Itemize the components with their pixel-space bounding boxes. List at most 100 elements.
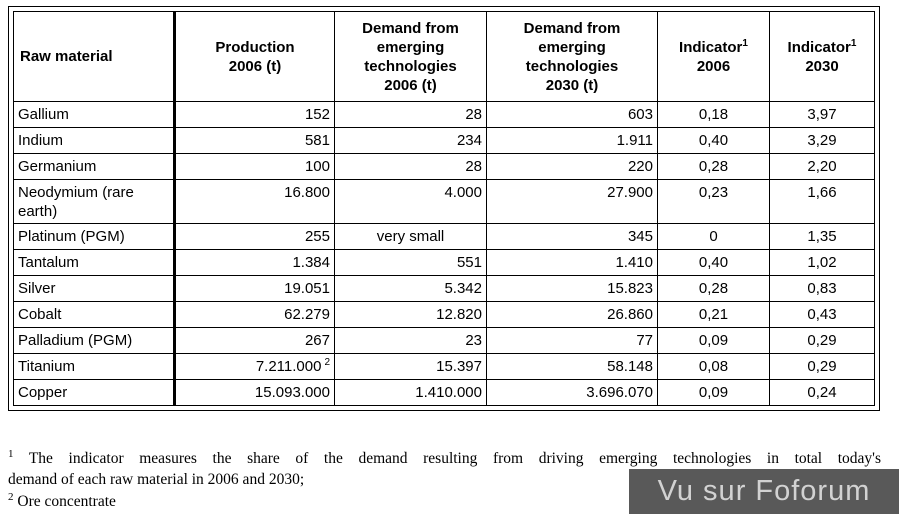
table-row-germanium: Germanium 100 28 220 0,28 2,20: [13, 153, 875, 180]
footnote-1-line2: demand of each raw material in 2006 and …: [8, 471, 305, 488]
footnote-2-marker: 2: [8, 490, 14, 503]
cell-material: Silver: [13, 275, 176, 302]
cell-indicator-2030: 0,29: [769, 327, 875, 354]
cell-demand-2030: 345: [486, 223, 658, 250]
cell-indicator-2006: 0,28: [657, 275, 770, 302]
cell-indicator-2006: 0,21: [657, 301, 770, 328]
table-row-tantalum: Tantalum 1.384 551 1.410 0,40 1,02: [13, 249, 875, 276]
cell-indicator-2006: 0: [657, 223, 770, 250]
cell-demand-2030: 220: [486, 153, 658, 180]
header-row: Raw material Production 2006 (t) Demand …: [13, 11, 875, 102]
table-row-neodymium: Neodymium (rare earth) 16.800 4.000 27.9…: [13, 179, 875, 224]
cell-indicator-2006: 0,09: [657, 327, 770, 354]
cell-material: Gallium: [13, 101, 176, 128]
cell-demand-2006: 551: [334, 249, 487, 276]
cell-material: Neodymium (rare earth): [13, 179, 176, 224]
table-row-platinum: Platinum (PGM) 255 very small 345 0 1,35: [13, 223, 875, 250]
cell-demand-2006: 28: [334, 153, 487, 180]
footnote-1-text: The indicator measures the share of the …: [28, 450, 881, 467]
footnote-1: 1 The indicator measures the share of th…: [8, 448, 881, 490]
cell-material: Palladium (PGM): [13, 327, 176, 354]
raw-materials-table: Raw material Production 2006 (t) Demand …: [13, 11, 875, 406]
cell-indicator-2030: 1,02: [769, 249, 875, 276]
cell-production: 267: [174, 327, 335, 354]
table-row-copper: Copper 15.093.000 1.410.000 3.696.070 0,…: [13, 379, 875, 406]
header-production-2006: Production 2006 (t): [174, 11, 335, 102]
cell-material: Platinum (PGM): [13, 223, 176, 250]
header-indicator-2030-year: 2030: [805, 57, 839, 75]
cell-indicator-2030: 1,66: [769, 179, 875, 224]
cell-production: 152: [174, 101, 335, 128]
cell-indicator-2006: 0,40: [657, 249, 770, 276]
cell-demand-2030: 15.823: [486, 275, 658, 302]
cell-demand-2006: very small: [334, 223, 487, 250]
cell-indicator-2030: 0,43: [769, 301, 875, 328]
cell-indicator-2006: 0,40: [657, 127, 770, 154]
cell-production: 255: [174, 223, 335, 250]
table-row-cobalt: Cobalt 62.279 12.820 26.860 0,21 0,43: [13, 301, 875, 328]
cell-indicator-2006: 0,09: [657, 379, 770, 406]
cell-demand-2030: 58.148: [486, 353, 658, 380]
cell-demand-2030: 27.900: [486, 179, 658, 224]
footnote-ref-1: 1: [850, 37, 857, 49]
footnote-ref-1: 1: [742, 37, 748, 49]
cell-material: Titanium: [13, 353, 176, 380]
footnote-ref-2: 2: [324, 357, 330, 368]
cell-indicator-2006: 0,23: [657, 179, 770, 224]
cell-demand-2006: 15.397: [334, 353, 487, 380]
cell-demand-2006: 234: [334, 127, 487, 154]
cell-indicator-2030: 1,35: [769, 223, 875, 250]
cell-demand-2030: 77: [486, 327, 658, 354]
footnote-2-text: Ore concentrate: [17, 493, 116, 510]
raw-materials-table-frame: Raw material Production 2006 (t) Demand …: [8, 6, 880, 411]
watermark: Vu sur Foforum: [629, 469, 899, 514]
cell-production: 100: [174, 153, 335, 180]
cell-demand-2006: 23: [334, 327, 487, 354]
table-row-gallium: Gallium 152 28 603 0,18 3,97: [13, 101, 875, 128]
cell-demand-2030: 3.696.070: [486, 379, 658, 406]
cell-demand-2030: 1.410: [486, 249, 658, 276]
cell-indicator-2030: 0,29: [769, 353, 875, 380]
table-row-silver: Silver 19.051 5.342 15.823 0,28 0,83: [13, 275, 875, 302]
cell-production: 62.279: [174, 301, 335, 328]
cell-demand-2006: 5.342: [334, 275, 487, 302]
cell-production: 7.211.000 2: [174, 353, 335, 380]
cell-demand-2030: 26.860: [486, 301, 658, 328]
cell-production: 19.051: [174, 275, 335, 302]
cell-indicator-2030: 3,29: [769, 127, 875, 154]
table-body: Gallium 152 28 603 0,18 3,97 Indium 581 …: [13, 101, 875, 406]
cell-demand-2006: 1.410.000: [334, 379, 487, 406]
table-header: Raw material Production 2006 (t) Demand …: [13, 11, 875, 102]
cell-demand-2030: 603: [486, 101, 658, 128]
footnote-1-marker: 1: [8, 447, 14, 460]
cell-material: Germanium: [13, 153, 176, 180]
footnote-1-line1: 1 The indicator measures the share of th…: [8, 448, 881, 469]
cell-material: Tantalum: [13, 249, 176, 276]
cell-indicator-2006: 0,28: [657, 153, 770, 180]
header-indicator-2006: Indicator1 2006: [657, 11, 770, 102]
cell-demand-2006: 12.820: [334, 301, 487, 328]
production-value: 7.211.000: [255, 358, 322, 375]
cell-indicator-2006: 0,18: [657, 101, 770, 128]
cell-demand-2030: 1.911: [486, 127, 658, 154]
watermark-text: Vu sur Foforum: [657, 475, 871, 507]
cell-demand-2006: 4.000: [334, 179, 487, 224]
cell-production: 15.093.000: [174, 379, 335, 406]
header-indicator-2030: Indicator1 2030: [769, 11, 875, 102]
header-indicator-2006-label: Indicator: [679, 38, 743, 56]
header-demand-2006: Demand from emerging technologies 2006 (…: [334, 11, 487, 102]
header-indicator-2030-label: Indicator: [787, 38, 851, 56]
table-row-titanium: Titanium 7.211.000 2 15.397 58.148 0,08 0…: [13, 353, 875, 380]
footnotes: 1 The indicator measures the share of th…: [8, 448, 881, 512]
footnote-2: 2 Ore concentrate: [8, 491, 881, 512]
cell-indicator-2030: 3,97: [769, 101, 875, 128]
header-raw-material: Raw material: [13, 11, 176, 102]
cell-indicator-2030: 2,20: [769, 153, 875, 180]
header-demand-2030: Demand from emerging technologies 2030 (…: [486, 11, 658, 102]
cell-indicator-2030: 0,24: [769, 379, 875, 406]
cell-demand-2006: 28: [334, 101, 487, 128]
header-indicator-2006-year: 2006: [696, 57, 731, 75]
cell-material: Cobalt: [13, 301, 176, 328]
cell-indicator-2006: 0,08: [657, 353, 770, 380]
cell-indicator-2030: 0,83: [769, 275, 875, 302]
